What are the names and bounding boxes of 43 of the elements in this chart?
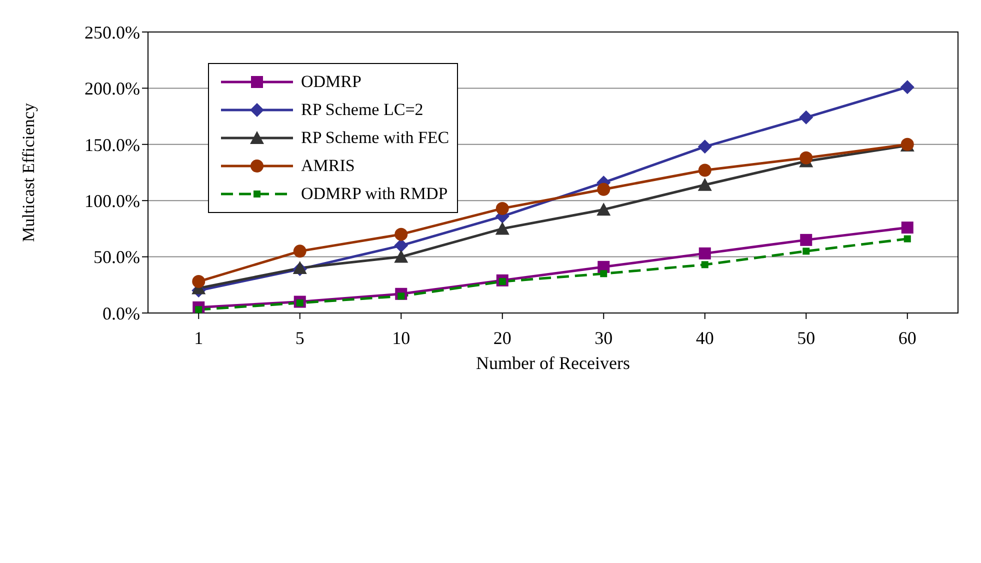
x-tick-label: 60 [898,328,916,348]
point [802,248,810,255]
point [496,202,509,215]
y-tick-label: 150.0% [84,134,140,155]
x-tick-label: 50 [797,328,816,348]
point [600,270,608,278]
y-tick-label: 50.0% [94,247,140,268]
point [701,261,708,268]
point [901,222,914,234]
point [394,250,408,263]
legend-label: AMRIS [301,156,355,176]
legend-label: ODMRP [301,72,362,92]
y-tick-label: 100.0% [84,190,140,211]
point [800,151,813,164]
point [293,244,306,258]
point [904,235,911,242]
y-axis-title: Multicast Efficiency [19,102,38,242]
point [495,222,510,235]
point [799,110,814,124]
x-tick-label: 20 [493,328,512,348]
x-axis-title: Number of Receivers [476,353,630,373]
point [900,80,914,94]
x-tick-label: 40 [696,328,714,348]
point [192,275,206,288]
x-tick-label: 30 [594,328,613,348]
x-tick-label: 5 [295,328,304,348]
legend-label: RP Scheme with FEC [301,128,450,148]
y-tick-label: 250.0% [84,22,140,42]
point [698,247,711,260]
x-tick-label: 1 [194,328,204,348]
point [698,140,712,154]
y-tick-label: 200.0% [84,78,140,99]
legend-label: RP Scheme LC=2 [301,100,424,120]
legend-label: ODMRP with RMDP [301,184,448,204]
point [394,228,408,241]
point [597,182,610,196]
point [394,238,408,253]
x-tick-label: 10 [392,328,410,348]
point [698,178,712,191]
point [698,164,712,177]
point [800,234,812,246]
y-tick-label: 0.0% [102,303,140,324]
point [596,202,611,216]
